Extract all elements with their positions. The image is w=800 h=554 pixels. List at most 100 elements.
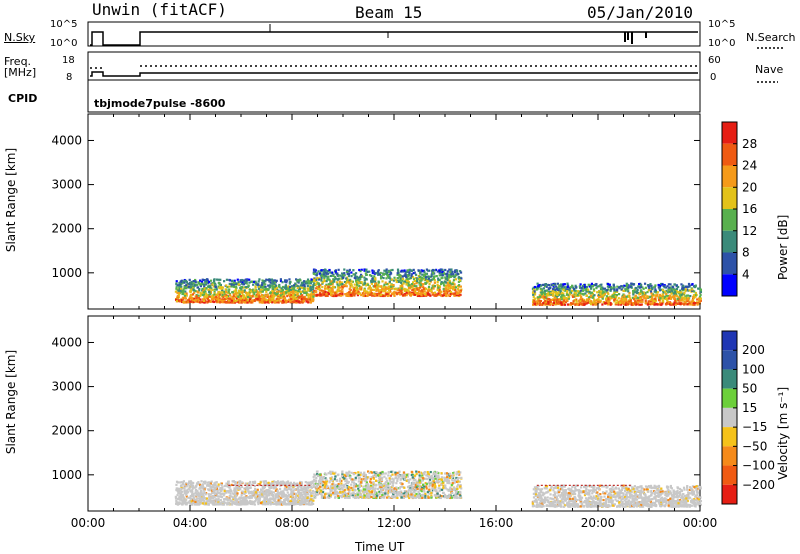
- data-cell: [390, 284, 393, 287]
- data-cell: [272, 496, 275, 499]
- data-cell: [383, 286, 386, 289]
- data-cell: [593, 299, 596, 303]
- data-cell: [443, 292, 446, 295]
- data-cell: [239, 300, 242, 303]
- data-cell: [690, 289, 694, 292]
- data-cell: [693, 303, 696, 306]
- data-cell: [693, 285, 697, 289]
- data-cell: [178, 281, 181, 285]
- data-cell: [637, 285, 640, 288]
- data-cell: [195, 482, 199, 485]
- data-cell: [351, 481, 354, 484]
- data-cell: [232, 301, 236, 304]
- data-cell: [606, 300, 609, 303]
- data-cell: [305, 290, 308, 293]
- data-cell: [331, 288, 334, 291]
- data-cell: [180, 300, 184, 304]
- data-cell: [582, 300, 585, 303]
- data-cell: [290, 285, 294, 288]
- data-cell: [298, 485, 301, 488]
- data-cell: [389, 285, 393, 288]
- data-cell: [313, 282, 316, 285]
- data-cell: [644, 297, 648, 300]
- data-cell: [328, 289, 331, 292]
- data-cell: [213, 499, 216, 502]
- data-cell: [238, 293, 242, 296]
- data-cell: [380, 285, 383, 288]
- data-cell: [359, 277, 362, 281]
- data-cell: [384, 288, 387, 291]
- data-cell: [188, 501, 191, 504]
- data-cell: [307, 500, 310, 503]
- data-cell: [353, 276, 356, 279]
- data-cell: [457, 293, 460, 297]
- data-cell: [349, 293, 352, 296]
- data-cell: [324, 285, 327, 288]
- data-cell: [253, 299, 256, 303]
- data-cell: [543, 284, 547, 288]
- data-cell: [271, 494, 275, 497]
- data-cell: [684, 288, 687, 291]
- data-cell: [177, 295, 180, 298]
- data-cell: [378, 479, 381, 482]
- data-cell: [569, 286, 573, 289]
- data-cell: [602, 301, 605, 304]
- data-cell: [626, 302, 629, 306]
- data-cell: [234, 299, 237, 303]
- data-cell: [245, 299, 248, 302]
- data-cell: [288, 298, 291, 301]
- data-cell: [673, 301, 676, 304]
- data-cell: [639, 303, 642, 306]
- data-cell: [403, 293, 406, 296]
- data-cell: [302, 297, 305, 300]
- data-cell: [350, 478, 353, 481]
- data-cell: [354, 292, 357, 295]
- data-cell: [374, 285, 377, 288]
- data-cell: [217, 295, 221, 298]
- data-cell: [238, 503, 242, 506]
- data-cell: [227, 498, 230, 501]
- data-cell: [273, 498, 276, 502]
- data-cell: [175, 487, 179, 490]
- data-cell: [582, 303, 585, 306]
- data-cell: [413, 271, 416, 274]
- data-cell: [415, 279, 419, 282]
- data-cell: [667, 301, 670, 304]
- data-cell: [669, 287, 672, 290]
- data-cell: [410, 269, 413, 273]
- data-cell: [243, 298, 246, 302]
- data-cell: [301, 290, 305, 293]
- data-cell: [296, 482, 299, 485]
- data-cell: [237, 281, 240, 284]
- data-cell: [572, 300, 575, 303]
- data-cell: [249, 495, 252, 499]
- data-cell: [261, 503, 265, 506]
- data-cell: [193, 501, 196, 504]
- data-cell: [202, 494, 205, 497]
- data-cell: [219, 301, 222, 304]
- data-cell: [659, 301, 662, 305]
- data-cell: [318, 272, 321, 275]
- data-cell: [348, 489, 352, 492]
- data-cell: [427, 287, 430, 290]
- data-cell: [182, 501, 186, 505]
- data-cell: [423, 290, 426, 293]
- data-cell: [323, 287, 327, 290]
- data-cell: [454, 289, 457, 292]
- data-cell: [668, 290, 671, 293]
- data-cell: [287, 285, 290, 288]
- data-cell: [563, 283, 566, 286]
- data-cell: [385, 286, 389, 289]
- data-cell: [552, 285, 555, 288]
- data-cell: [359, 270, 362, 273]
- data-cell: [293, 500, 296, 504]
- data-cell: [361, 292, 364, 295]
- data-cell: [288, 285, 292, 289]
- data-cell: [281, 289, 285, 292]
- data-cell: [681, 289, 684, 292]
- data-cell: [440, 280, 443, 284]
- data-cell: [628, 291, 631, 295]
- data-cell: [401, 270, 404, 273]
- data-cell: [657, 296, 661, 299]
- data-cell: [445, 272, 448, 276]
